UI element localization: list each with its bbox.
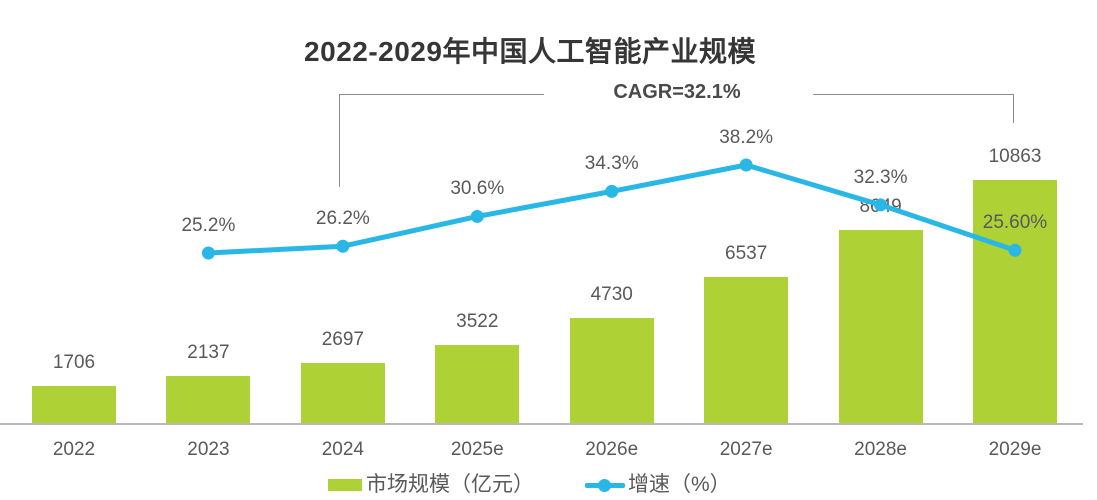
chart-title: 2022-2029年中国人工智能产业规模 — [304, 36, 756, 67]
line-value-label-2029e: 25.60% — [982, 212, 1048, 234]
bar-2026e — [569, 317, 654, 424]
x-axis-label-2026e: 2026e — [585, 439, 639, 460]
bar-value-label-2022: 1706 — [52, 351, 96, 373]
x-axis-label-2029e: 2029e — [988, 439, 1042, 460]
line-value-label-2028e: 32.3% — [853, 166, 908, 188]
legend-label-market-size: 市场规模（亿元） — [366, 473, 534, 496]
line-point — [470, 209, 484, 223]
bar-2023 — [166, 375, 251, 424]
x-axis-label-2024: 2024 — [321, 439, 364, 460]
line-point — [605, 184, 619, 198]
bar-value-label-2024: 2697 — [321, 329, 364, 351]
line-marker-icon — [585, 478, 625, 492]
x-axis-label-2027e: 2027e — [719, 439, 773, 460]
cagr-annotation: CAGR=32.1% — [613, 81, 741, 103]
bar-value-label-2029e: 10863 — [988, 145, 1042, 167]
line-point — [874, 198, 888, 212]
line-point — [336, 239, 350, 253]
line-value-label-2024: 26.2% — [315, 208, 370, 230]
bar-swatch-icon — [328, 479, 362, 491]
bar-value-label-2027e: 6537 — [725, 243, 768, 265]
x-axis-label-2023: 2023 — [187, 439, 230, 460]
bar-value-label-2025e: 3522 — [456, 310, 499, 332]
legend-label-growth-rate: 增速（%） — [628, 473, 731, 496]
cagr-bracket-right-drop — [1013, 94, 1014, 123]
legend-item-market-size: 市场规模（亿元） — [328, 472, 534, 498]
legend-item-growth-rate: 增速（%） — [585, 472, 731, 498]
line-value-label-2023: 25.2% — [181, 215, 236, 236]
bar-2029e — [973, 179, 1057, 424]
line-point — [739, 158, 753, 172]
cagr-bracket-top-right — [813, 94, 1013, 95]
bar-2024 — [300, 363, 385, 424]
bar-value-label-2023: 2137 — [187, 341, 230, 363]
line-point — [201, 246, 215, 260]
x-axis-label-2028e: 2028e — [854, 439, 907, 460]
bar-2025e — [435, 344, 520, 424]
line-point — [1008, 243, 1022, 257]
line-value-label-2025e: 30.6% — [450, 178, 505, 200]
x-axis-label-2022: 2022 — [52, 439, 96, 460]
x-axis-label-2025e: 2025e — [450, 439, 504, 460]
bar-2027e — [704, 277, 789, 424]
cagr-bracket-left-drop — [339, 94, 340, 187]
legend: 市场规模（亿元） 增速（%） — [0, 468, 1097, 500]
cagr-bracket-top-left — [339, 94, 544, 95]
bar-2028e — [838, 229, 923, 424]
line-value-label-2027e: 38.2% — [719, 126, 774, 148]
line-value-label-2026e: 34.3% — [584, 153, 639, 175]
bar-value-label-2026e: 4730 — [590, 283, 633, 305]
x-axis-line — [0, 423, 1083, 425]
bar-2022 — [32, 385, 116, 424]
